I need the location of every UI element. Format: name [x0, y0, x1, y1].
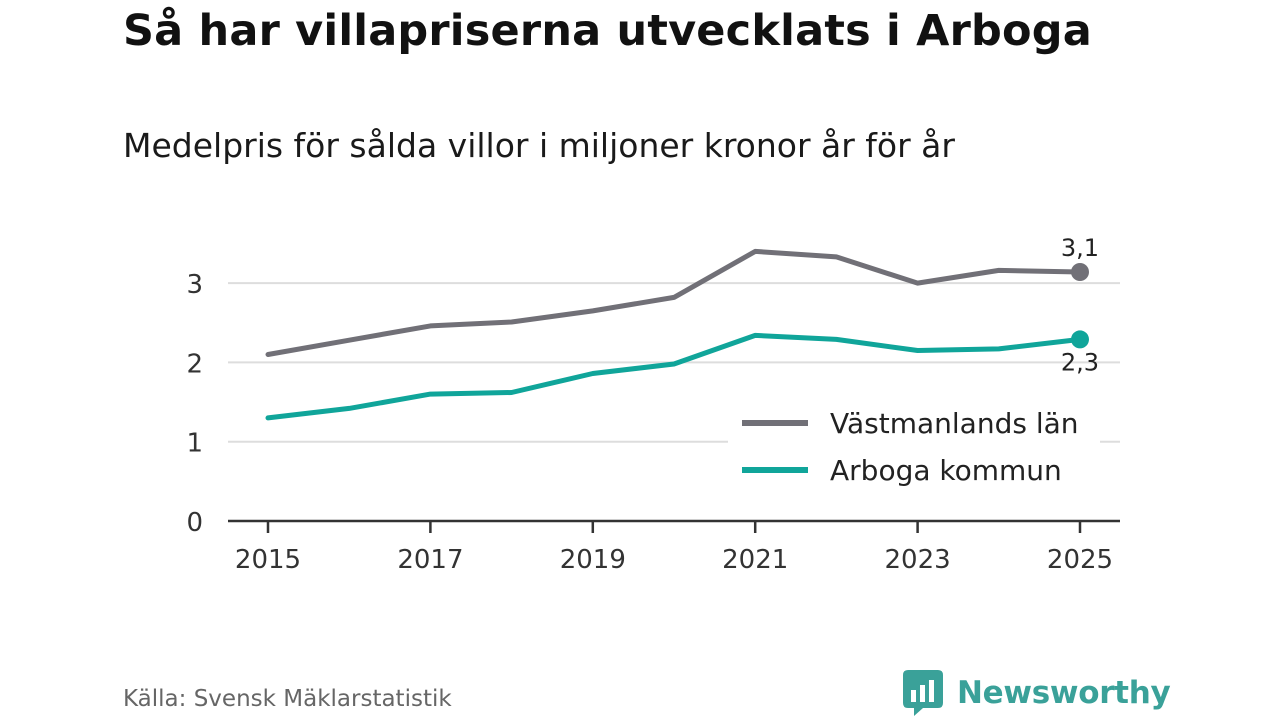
source-note: Källa: Svensk Mäklarstatistik [123, 686, 452, 712]
y-tick-label-0: 0 [186, 508, 203, 538]
y-tick-label-2: 2 [186, 349, 203, 379]
brand[interactable]: Newsworthy [903, 670, 1171, 716]
x-tick-label-2017: 2017 [397, 545, 463, 575]
x-tick-label-2023: 2023 [885, 545, 951, 575]
x-tick-label-2021: 2021 [722, 545, 788, 575]
x-tick-label-2025: 2025 [1047, 545, 1113, 575]
brand-name: Newsworthy [957, 675, 1171, 711]
newsworthy-logo-icon [903, 670, 943, 716]
x-tick-label-2015: 2015 [235, 545, 301, 575]
series-line-1 [265, 332, 1083, 421]
y-tick-label-3: 3 [186, 270, 203, 300]
y-tick-label-1: 1 [186, 429, 203, 459]
legend-box [728, 403, 1100, 495]
series-end-point-0 [1071, 262, 1089, 281]
series-line-0 [265, 248, 1083, 357]
x-tick-label-2019: 2019 [560, 545, 626, 575]
series-end-point-1 [1071, 330, 1089, 349]
legend-label-1: Arboga kommun [830, 454, 1062, 487]
series-end-label-1: 2,3 [1061, 348, 1099, 376]
chart-subtitle: Medelpris för sålda villor i miljoner kr… [123, 126, 955, 165]
legend-label-0: Västmanlands län [830, 407, 1079, 440]
series-end-label-0: 3,1 [1061, 234, 1099, 262]
chart-title: Så har villapriserna utvecklats i Arboga [123, 6, 1092, 56]
